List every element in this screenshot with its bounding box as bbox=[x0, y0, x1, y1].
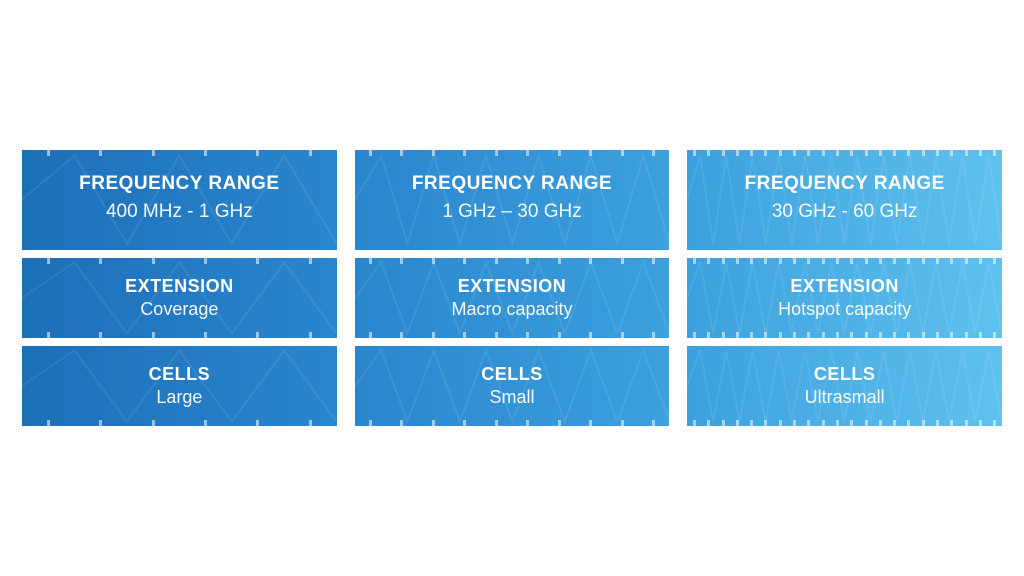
frequency-block: FREQUENCY RANGE 1 GHz – 30 GHz bbox=[355, 150, 670, 249]
extension-title: EXTENSION bbox=[365, 276, 660, 297]
extension-block: EXTENSION Macro capacity bbox=[355, 258, 670, 338]
cells-value: Large bbox=[32, 387, 327, 408]
band-column-low-band: FREQUENCY RANGE 400 MHz - 1 GHz EXTENSIO… bbox=[22, 150, 337, 425]
extension-title: EXTENSION bbox=[697, 276, 992, 297]
frequency-title: FREQUENCY RANGE bbox=[365, 172, 660, 197]
frequency-block: FREQUENCY RANGE 400 MHz - 1 GHz bbox=[22, 150, 337, 249]
cells-block: CELLS Small bbox=[355, 346, 670, 426]
extension-block: EXTENSION Hotspot capacity bbox=[687, 258, 1002, 338]
cells-block: CELLS Large bbox=[22, 346, 337, 426]
divider bbox=[355, 250, 670, 258]
extension-value: Hotspot capacity bbox=[697, 299, 992, 320]
divider bbox=[22, 250, 337, 258]
divider bbox=[687, 250, 1002, 258]
frequency-value: 30 GHz - 60 GHz bbox=[697, 199, 992, 226]
frequency-value: 1 GHz – 30 GHz bbox=[365, 199, 660, 226]
frequency-title: FREQUENCY RANGE bbox=[32, 172, 327, 197]
spectrum-columns: FREQUENCY RANGE 400 MHz - 1 GHz EXTENSIO… bbox=[0, 150, 1024, 425]
extension-value: Coverage bbox=[32, 299, 327, 320]
cells-title: CELLS bbox=[365, 364, 660, 385]
divider bbox=[22, 338, 337, 346]
band-column-high-band: FREQUENCY RANGE 30 GHz - 60 GHz EXTENSIO… bbox=[687, 150, 1002, 425]
cells-value: Small bbox=[365, 387, 660, 408]
extension-block: EXTENSION Coverage bbox=[22, 258, 337, 338]
cells-title: CELLS bbox=[697, 364, 992, 385]
frequency-value: 400 MHz - 1 GHz bbox=[32, 199, 327, 226]
cells-title: CELLS bbox=[32, 364, 327, 385]
frequency-block: FREQUENCY RANGE 30 GHz - 60 GHz bbox=[687, 150, 1002, 249]
cells-value: Ultrasmall bbox=[697, 387, 992, 408]
divider bbox=[687, 338, 1002, 346]
cells-block: CELLS Ultrasmall bbox=[687, 346, 1002, 426]
band-column-mid-band: FREQUENCY RANGE 1 GHz – 30 GHz EXTENSION… bbox=[355, 150, 670, 425]
divider bbox=[355, 338, 670, 346]
frequency-title: FREQUENCY RANGE bbox=[697, 172, 992, 197]
extension-title: EXTENSION bbox=[32, 276, 327, 297]
extension-value: Macro capacity bbox=[365, 299, 660, 320]
